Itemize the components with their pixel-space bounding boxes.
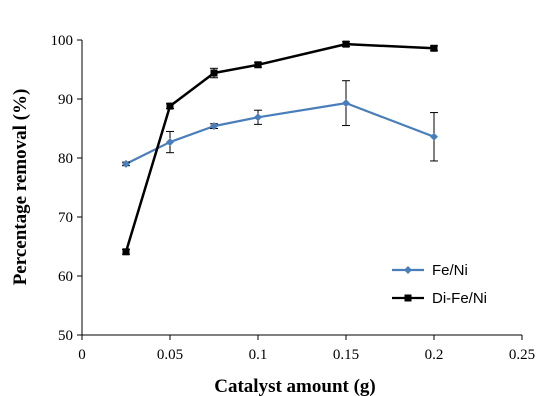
- legend-entry: Di-Fe/Ni: [392, 290, 487, 307]
- data-point: [210, 69, 218, 77]
- data-point: [430, 44, 438, 52]
- legend-label: Di-Fe/Ni: [432, 290, 487, 307]
- legend-label: Fe/Ni: [432, 262, 468, 279]
- y-tick-label: 60: [58, 269, 73, 285]
- axes: [77, 39, 523, 340]
- data-point: [430, 132, 438, 141]
- x-tick-label: 0.15: [333, 347, 359, 363]
- series-di-fe-ni: [122, 40, 438, 256]
- y-tick-label: 90: [58, 92, 73, 108]
- data-point: [210, 122, 218, 131]
- data-point: [254, 61, 262, 69]
- data-point: [122, 248, 130, 256]
- x-tick-label: 0.25: [509, 347, 535, 363]
- x-tick-label: 0.05: [157, 347, 183, 363]
- legend: Fe/Ni Di-Fe/Ni: [392, 262, 487, 307]
- legend-marker: [404, 266, 412, 274]
- data-point: [166, 102, 174, 110]
- tick-labels: 50 60 70 80 90 100 0 0.05 0.1 0.15 0.2 0.25: [51, 33, 536, 363]
- data-point: [342, 99, 350, 108]
- y-tick-label: 50: [58, 328, 73, 344]
- y-axis-title: Percentage removal (%): [10, 89, 31, 286]
- data-point: [342, 40, 350, 48]
- y-tick-label: 70: [58, 210, 73, 226]
- series-line: [125, 102, 435, 165]
- data-point: [166, 138, 174, 147]
- data-point: [122, 159, 130, 168]
- data-point: [254, 113, 262, 122]
- x-axis-title: Catalyst amount (g): [214, 376, 376, 396]
- series-layer: [122, 40, 438, 256]
- x-tick-label: 0: [78, 347, 86, 363]
- y-tick-label: 100: [51, 33, 74, 49]
- legend-marker: [404, 294, 412, 302]
- legend-entry: Fe/Ni: [392, 262, 468, 279]
- series-line: [124, 42, 435, 253]
- x-tick-label: 0.1: [249, 347, 268, 363]
- x-tick-label: 0.2: [425, 347, 444, 363]
- y-tick-label: 80: [58, 151, 73, 167]
- series-fe-ni: [122, 80, 438, 168]
